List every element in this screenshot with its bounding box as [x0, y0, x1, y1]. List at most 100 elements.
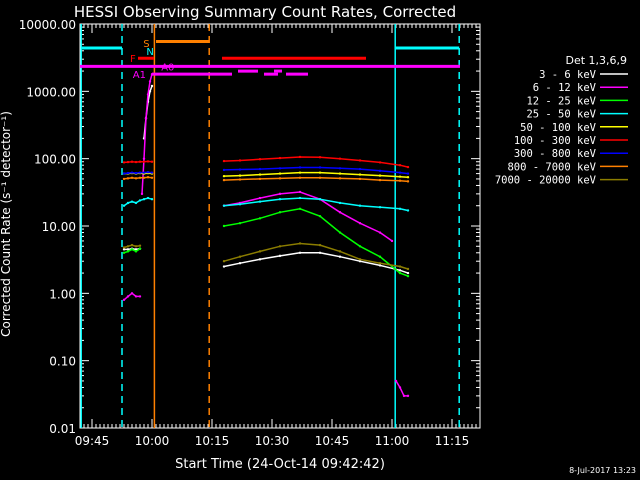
data-point	[358, 260, 362, 263]
y-tick-label: 0.01	[49, 422, 76, 436]
data-point	[338, 250, 342, 253]
data-point	[278, 211, 282, 214]
data-point	[122, 172, 126, 175]
x-tick-label: 10:45	[315, 434, 350, 448]
data-point	[140, 192, 144, 196]
data-point	[406, 267, 410, 271]
data-point	[358, 167, 362, 171]
data-point	[146, 93, 150, 96]
data-point	[142, 198, 146, 201]
data-point	[222, 224, 226, 228]
data-point	[238, 174, 242, 177]
data-point	[298, 251, 302, 254]
data-point	[338, 255, 342, 258]
data-point	[134, 248, 138, 251]
data-point	[238, 168, 242, 171]
data-point	[358, 177, 362, 181]
data-point	[134, 177, 138, 180]
data-point	[298, 196, 302, 200]
data-point	[138, 160, 142, 163]
flag-label: N	[146, 47, 153, 58]
data-point	[138, 244, 142, 247]
data-point	[130, 176, 134, 179]
data-point	[146, 196, 150, 200]
data-point	[406, 165, 410, 169]
data-point	[134, 201, 138, 205]
data-point	[130, 200, 134, 203]
y-axis-label: Corrected Count Rate (s⁻¹ detector⁻¹)	[0, 111, 13, 337]
data-point	[358, 258, 362, 261]
data-point	[338, 157, 342, 160]
y-tick-label: 0.10	[49, 355, 76, 369]
data-point	[126, 201, 130, 205]
data-point	[126, 245, 130, 248]
data-point	[338, 172, 342, 175]
data-point	[134, 160, 138, 164]
data-point	[222, 168, 226, 172]
data-point	[222, 178, 226, 182]
legend-entry-label: 800 - 7000 keV	[507, 161, 596, 173]
data-point	[130, 171, 134, 174]
series-line	[395, 380, 408, 397]
data-point	[122, 251, 126, 254]
data-point	[278, 156, 282, 160]
data-point	[278, 167, 282, 170]
data-point	[338, 211, 342, 214]
data-point	[122, 248, 126, 251]
footer-date: 8-Jul-2017 13:23	[569, 466, 636, 475]
data-point	[150, 198, 154, 201]
data-point	[130, 248, 134, 251]
data-point	[238, 159, 242, 162]
y-tick-label: 1000.00	[26, 85, 76, 99]
plot-area: 0.01 0.10 1.00 10.00 100.00 1000.00 10000.00 09…	[19, 18, 481, 448]
data-point	[278, 254, 282, 258]
data-point	[126, 248, 130, 251]
data-point	[298, 190, 302, 194]
data-point	[406, 274, 410, 278]
legend-entry-label: 50 - 100 keV	[520, 122, 597, 134]
data-point	[222, 260, 226, 263]
data-point	[278, 245, 282, 248]
flag-label: S	[143, 39, 149, 50]
data-point	[238, 255, 242, 258]
legend-title: Det 1,3,6,9	[565, 54, 627, 67]
legend-entry-label: 100 - 300 keV	[514, 135, 597, 147]
data-point	[138, 171, 142, 174]
data-point	[238, 203, 242, 206]
data-point	[142, 176, 146, 179]
data-point	[138, 295, 142, 298]
data-point	[122, 204, 126, 207]
legend-entry-label: 6 - 12 keV	[533, 82, 597, 94]
data-point	[298, 155, 302, 159]
data-point	[318, 156, 322, 159]
legend-entry-label: 12 - 25 keV	[526, 95, 596, 107]
data-point	[238, 222, 242, 225]
data-point	[398, 171, 402, 174]
data-point	[338, 201, 342, 205]
y-tick-label: 10000.00	[19, 18, 76, 32]
data-point	[318, 166, 322, 169]
data-point	[138, 199, 142, 202]
data-point	[222, 204, 226, 207]
data-point	[150, 171, 154, 174]
data-point	[406, 394, 410, 398]
data-point	[398, 179, 402, 182]
data-point	[126, 171, 130, 175]
data-point	[258, 177, 262, 181]
data-point	[146, 160, 150, 163]
data-point	[122, 246, 126, 249]
legend-entry-label: 7000 - 20000 keV	[495, 175, 597, 187]
data-point	[298, 166, 302, 169]
x-tick-label: 10:00	[135, 434, 170, 448]
data-point	[406, 209, 410, 212]
data-point	[278, 198, 282, 201]
data-point	[130, 292, 134, 295]
data-point	[378, 255, 382, 258]
data-point	[144, 116, 148, 120]
data-point	[122, 177, 126, 181]
data-point	[406, 271, 410, 275]
data-point	[338, 231, 342, 234]
data-point	[398, 207, 402, 211]
data-point	[126, 177, 130, 180]
